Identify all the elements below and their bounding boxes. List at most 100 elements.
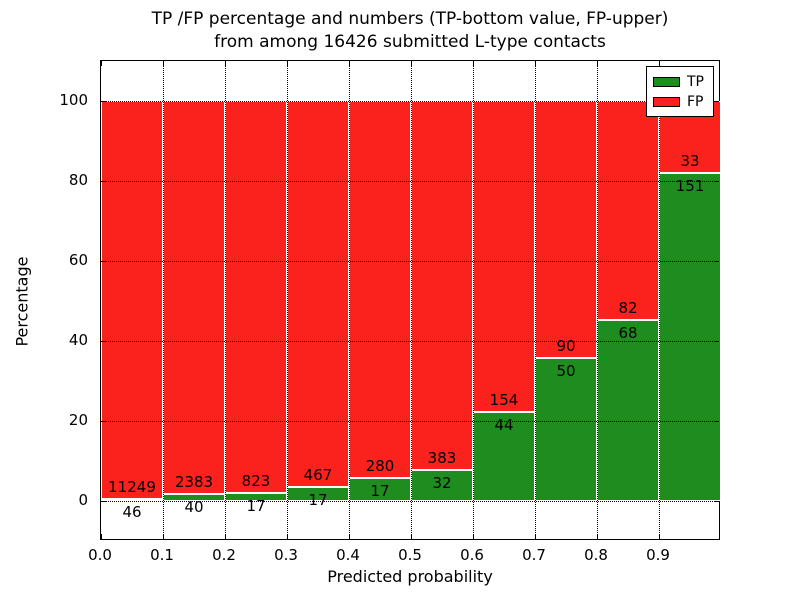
tp-count-label: 50 <box>556 362 576 381</box>
tp-count-label: 68 <box>618 323 638 342</box>
x-tick-mark-top <box>473 61 475 66</box>
tp-count-label: 44 <box>494 416 514 435</box>
x-axis-label: Predicted probability <box>327 567 493 586</box>
bar-segment-fp <box>597 101 659 320</box>
gridline-horizontal <box>101 261 719 262</box>
tp-count-label: 46 <box>122 503 142 522</box>
x-tick-label: 0.5 <box>398 546 422 564</box>
gridline-vertical <box>597 61 598 539</box>
bar-segment-tp <box>101 499 163 502</box>
tp-count-label: 151 <box>675 176 705 195</box>
fp-count-label: 823 <box>241 471 271 490</box>
bar-segment-tp <box>473 412 535 501</box>
fp-count-label: 280 <box>365 457 395 476</box>
x-tick-mark-top <box>659 61 661 66</box>
legend-label-fp: FP <box>687 94 704 110</box>
y-tick-label: 60 <box>68 251 88 269</box>
x-tick-mark-top <box>411 61 413 66</box>
x-tick-mark <box>287 534 289 539</box>
fp-count-label: 82 <box>618 298 638 317</box>
fp-count-label: 467 <box>303 465 333 484</box>
legend-label-tp: TP <box>687 74 704 90</box>
bar-segment-fp <box>535 101 597 359</box>
gridline-vertical <box>287 61 288 539</box>
gridline-horizontal <box>101 421 719 422</box>
y-tick-mark-right <box>714 261 719 263</box>
fp-count-label: 33 <box>680 151 700 170</box>
y-tick-label: 100 <box>59 91 88 109</box>
x-tick-mark <box>101 534 103 539</box>
x-tick-label: 0.0 <box>88 546 112 564</box>
bar-segment-fp <box>287 101 349 487</box>
y-axis-label: Percentage <box>12 256 32 347</box>
bar-segment-fp <box>163 101 225 495</box>
x-tick-mark-top <box>535 61 537 66</box>
bar-segment-fp <box>411 101 473 471</box>
fp-count-label: 11249 <box>108 478 156 497</box>
y-tick-mark <box>101 501 106 503</box>
x-tick-mark-top <box>349 61 351 66</box>
x-tick-label: 0.8 <box>584 546 608 564</box>
x-tick-mark <box>163 534 165 539</box>
x-tick-label: 0.3 <box>274 546 298 564</box>
x-tick-label: 0.7 <box>522 546 546 564</box>
y-tick-label: 80 <box>68 171 88 189</box>
gridline-horizontal <box>101 101 719 102</box>
chart-title-line1: TP /FP percentage and numbers (TP-bottom… <box>151 9 669 29</box>
legend-swatch-fp <box>653 97 680 107</box>
bar-segment-tp <box>411 470 473 501</box>
y-tick-mark-right <box>714 181 719 183</box>
x-tick-label: 0.6 <box>460 546 484 564</box>
y-tick-label: 40 <box>68 331 88 349</box>
y-tick-mark-right <box>714 421 719 423</box>
y-tick-label: 0 <box>78 491 88 509</box>
gridline-horizontal <box>101 181 719 182</box>
bar-segment-fp <box>101 101 163 500</box>
y-tick-label: 20 <box>68 411 88 429</box>
x-tick-label: 0.9 <box>646 546 670 564</box>
x-tick-mark <box>225 534 227 539</box>
x-tick-mark <box>597 534 599 539</box>
x-tick-mark <box>473 534 475 539</box>
y-tick-mark <box>101 101 106 103</box>
chart-title-line2: from among 16426 submitted L-type contac… <box>214 32 606 52</box>
y-tick-mark <box>101 181 106 183</box>
y-tick-mark-right <box>714 341 719 343</box>
y-tick-mark <box>101 341 106 343</box>
gridline-vertical <box>163 61 164 539</box>
gridline-vertical <box>659 61 660 539</box>
legend-entry-tp: TP <box>653 72 713 92</box>
fp-count-label: 90 <box>556 337 576 356</box>
tp-count-label: 32 <box>432 474 452 493</box>
fp-count-label: 2383 <box>174 473 214 492</box>
x-tick-mark <box>349 534 351 539</box>
bar-segment-tp <box>659 172 721 501</box>
x-tick-mark <box>535 534 537 539</box>
x-tick-mark-top <box>101 61 103 66</box>
gridline-vertical <box>411 61 412 539</box>
legend-swatch-tp <box>653 77 680 87</box>
fp-count-label: 154 <box>489 391 519 410</box>
gridline-vertical <box>473 61 474 539</box>
tp-count-label: 17 <box>370 482 390 501</box>
y-tick-mark <box>101 421 106 423</box>
y-tick-mark <box>101 261 106 263</box>
x-tick-label: 0.4 <box>336 546 360 564</box>
tp-count-label: 40 <box>184 498 204 517</box>
bar-segment-tp <box>535 358 597 501</box>
x-tick-mark-top <box>163 61 165 66</box>
gridline-horizontal <box>101 501 719 502</box>
x-tick-mark-top <box>287 61 289 66</box>
bar-segment-tp <box>597 319 659 501</box>
legend-entry-fp: FP <box>653 92 713 112</box>
x-tick-mark-top <box>597 61 599 66</box>
bar-segment-fp <box>473 101 535 413</box>
tp-count-label: 17 <box>246 496 266 515</box>
y-tick-mark-right <box>714 101 719 103</box>
gridline-vertical <box>535 61 536 539</box>
fp-count-label: 383 <box>427 449 457 468</box>
gridline-horizontal <box>101 341 719 342</box>
x-tick-mark-top <box>225 61 227 66</box>
plot-area: 11249 46 2383 40 823 17 467 17 280 17 383 32 154 44 90… <box>100 60 721 540</box>
